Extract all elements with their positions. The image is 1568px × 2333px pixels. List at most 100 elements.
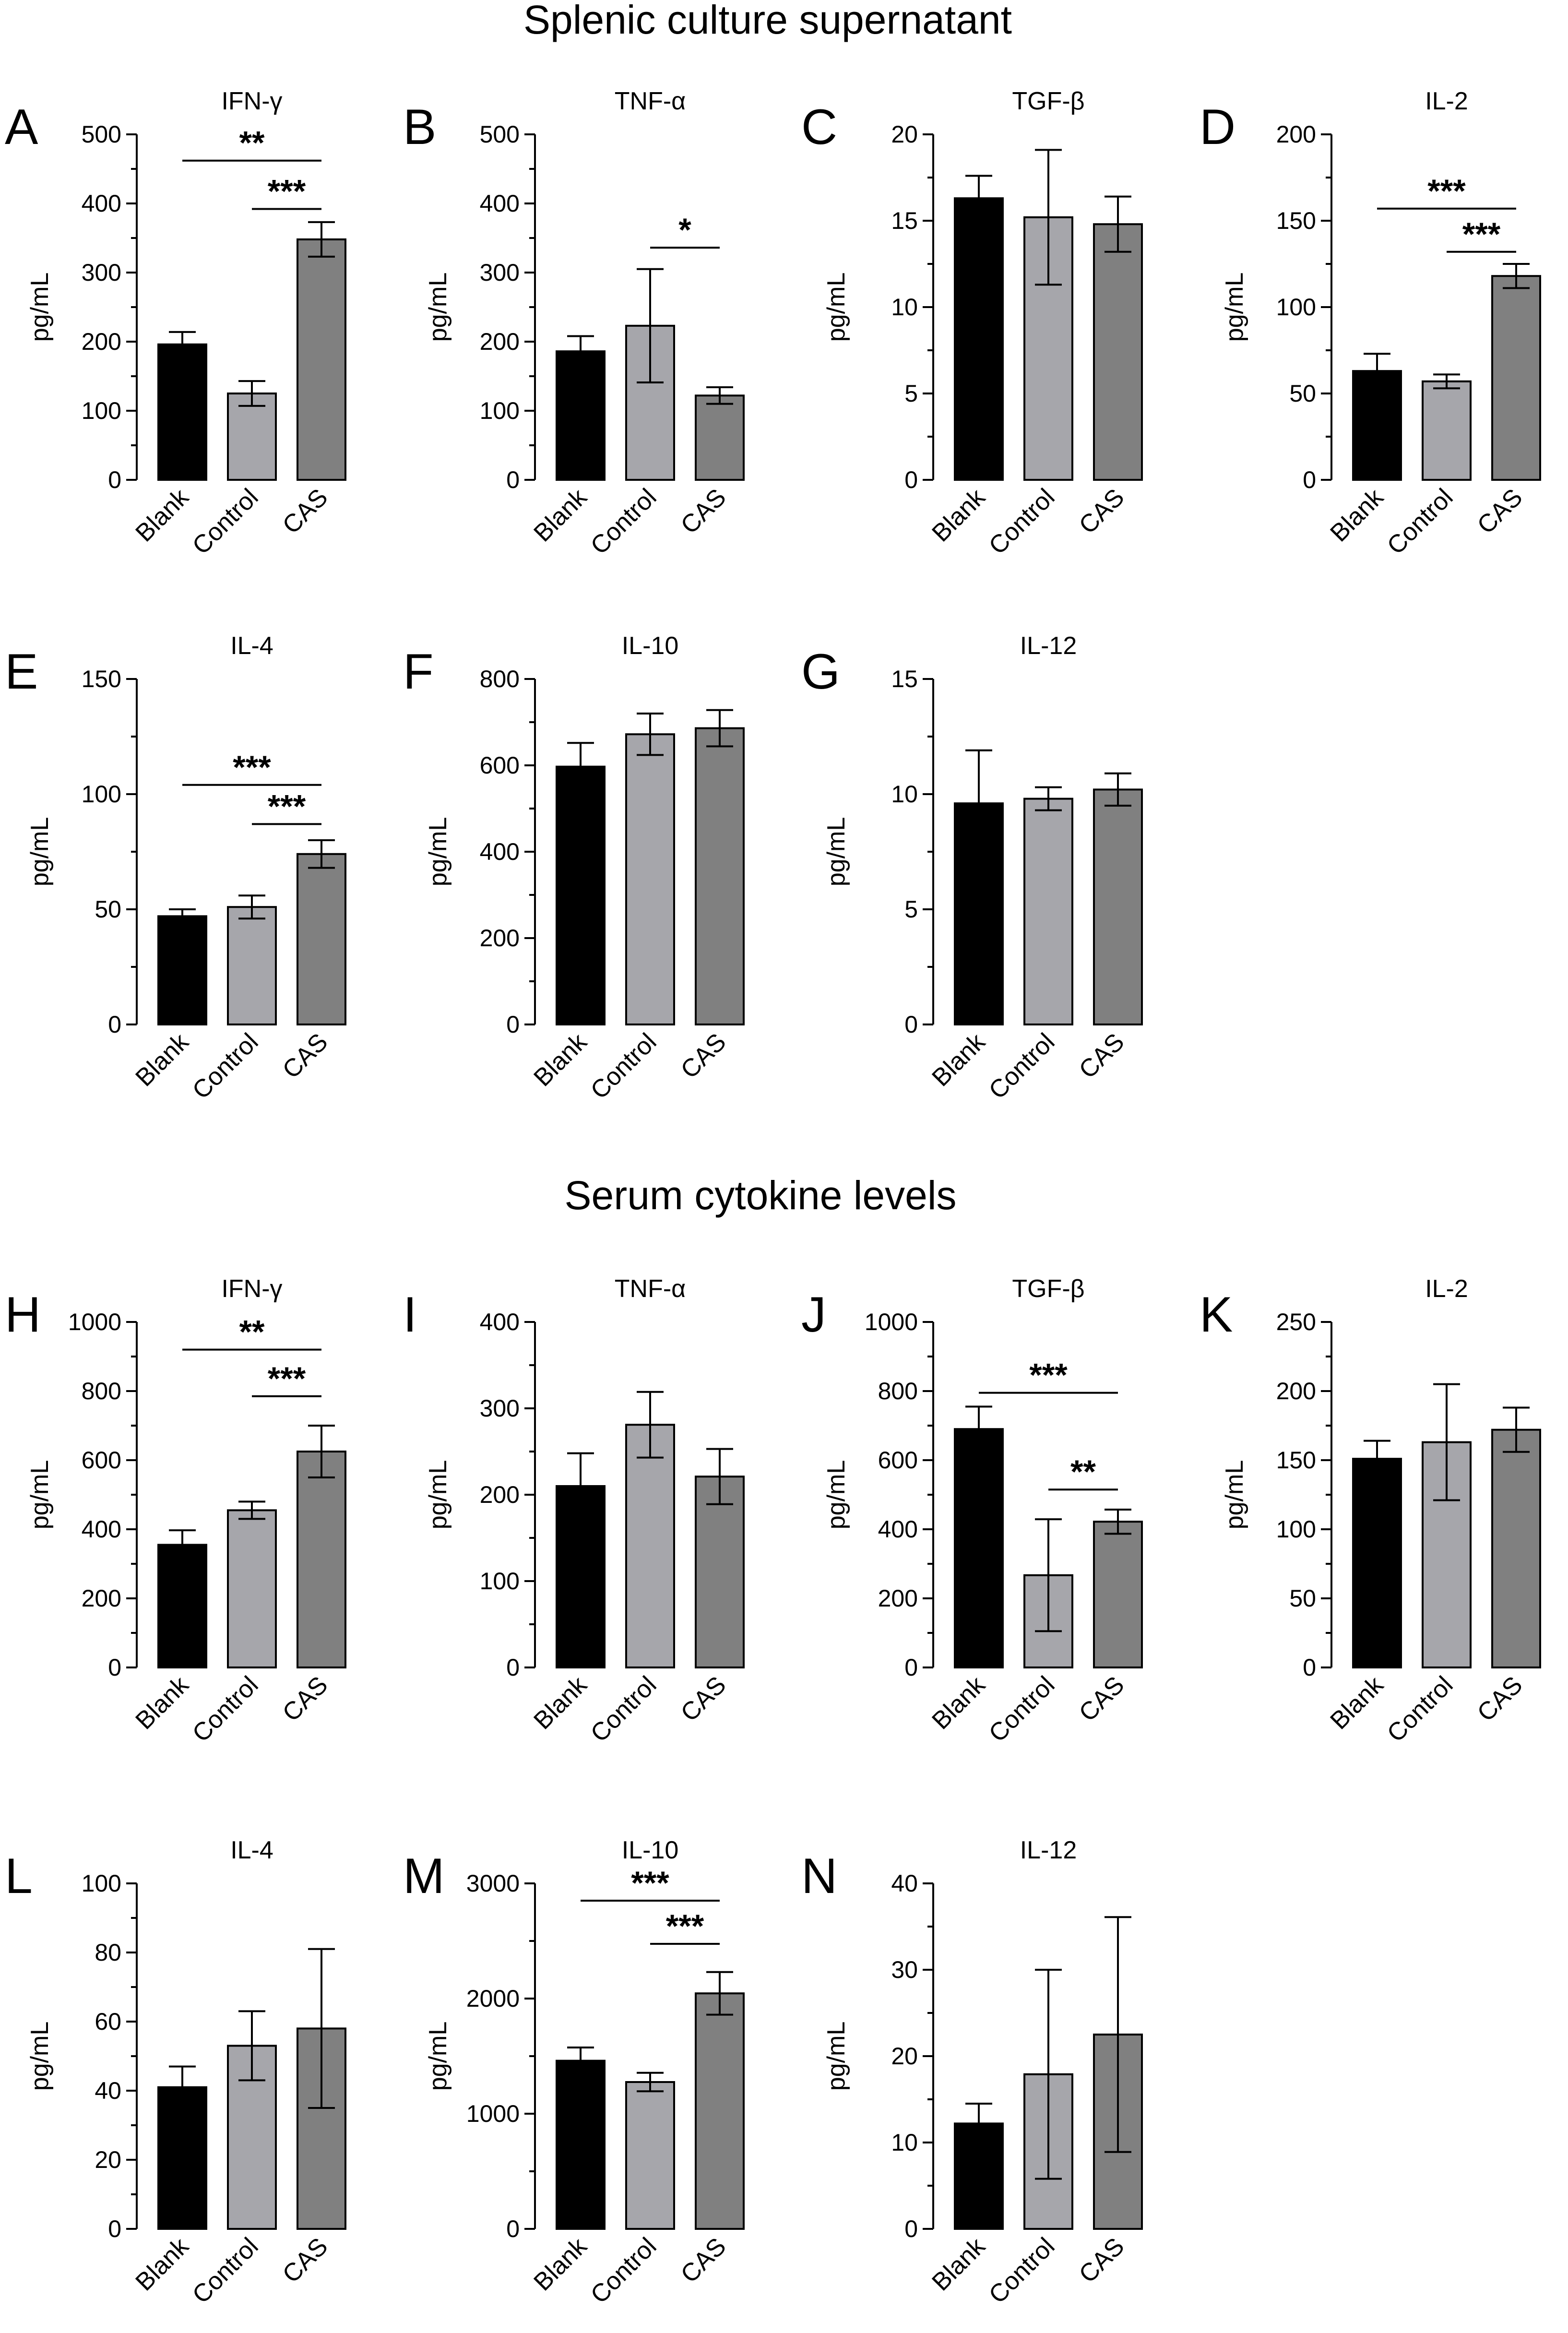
bar-blank bbox=[556, 2059, 606, 2230]
category-label: Blank bbox=[528, 2232, 593, 2297]
category-label: Blank bbox=[130, 1671, 194, 1735]
category-label: Control bbox=[984, 1028, 1060, 1105]
y-tick-label: 400 bbox=[480, 838, 520, 865]
bar-control bbox=[625, 733, 675, 1025]
significance-label: ** bbox=[1070, 1453, 1096, 1490]
panel-title: IFN-γ bbox=[221, 87, 282, 115]
panel-j: J TGF-β 0 200 400 600 800 1000 pg/mL BlankControl… bbox=[801, 1275, 1143, 1748]
y-tick-label: 300 bbox=[82, 259, 121, 286]
panel-letter: E bbox=[5, 644, 38, 700]
y-tick-label: 100 bbox=[82, 1870, 121, 1897]
panel-title: IL-12 bbox=[1020, 1836, 1077, 1864]
y-tick-label: 200 bbox=[1276, 1378, 1316, 1405]
panel-h: H IFN-γ 0 200 400 600 800 1000 pg/mL BlankControl… bbox=[5, 1275, 346, 1748]
y-axis-label: pg/mL bbox=[424, 1460, 452, 1530]
category-label: Blank bbox=[927, 1028, 991, 1092]
y-tick-label: 0 bbox=[108, 2215, 121, 2242]
y-tick-label: 250 bbox=[1276, 1309, 1316, 1335]
bar-blank bbox=[556, 765, 606, 1025]
panel-letter: H bbox=[5, 1287, 41, 1343]
y-tick-label: 0 bbox=[904, 2215, 918, 2242]
y-tick-label: 300 bbox=[480, 259, 520, 286]
y-axis-label: pg/mL bbox=[424, 2022, 452, 2091]
category-label: Control bbox=[1382, 483, 1459, 560]
category-label: CAS bbox=[676, 2232, 732, 2288]
y-tick-label: 800 bbox=[878, 1378, 918, 1405]
category-label: Control bbox=[585, 483, 662, 560]
panel-letter: G bbox=[801, 644, 840, 700]
significance-label: *** bbox=[1427, 173, 1466, 209]
category-label: Control bbox=[1382, 1671, 1459, 1748]
y-axis-label: pg/mL bbox=[424, 817, 452, 887]
y-tick-label: 40 bbox=[891, 1870, 918, 1897]
panel-title: IL-4 bbox=[230, 1836, 273, 1864]
significance-label: *** bbox=[268, 173, 306, 210]
panel-letter: B bbox=[403, 99, 436, 155]
category-label: Control bbox=[187, 1671, 264, 1748]
category-label: CAS bbox=[1472, 483, 1528, 539]
bar-cas bbox=[1491, 1428, 1541, 1668]
significance-label: * bbox=[678, 212, 691, 248]
y-tick-label: 100 bbox=[82, 781, 121, 808]
y-axis-label: pg/mL bbox=[26, 817, 54, 887]
significance-label: *** bbox=[631, 1865, 669, 1901]
y-tick-label: 400 bbox=[480, 190, 520, 217]
bar-control bbox=[1422, 380, 1472, 481]
category-label: CAS bbox=[1074, 1028, 1130, 1084]
bar-control bbox=[1023, 798, 1073, 1025]
significance-label: *** bbox=[1029, 1357, 1068, 1393]
y-tick-label: 1000 bbox=[865, 1309, 918, 1335]
y-tick-label: 800 bbox=[480, 666, 520, 692]
y-tick-label: 200 bbox=[1276, 121, 1316, 148]
y-tick-label: 0 bbox=[904, 1011, 918, 1038]
bar-blank bbox=[157, 2086, 207, 2230]
panel-title: TGF-β bbox=[1012, 87, 1084, 115]
y-tick-label: 500 bbox=[82, 121, 121, 148]
significance-label: ** bbox=[239, 1314, 265, 1350]
bar-cas bbox=[1093, 223, 1143, 481]
y-tick-label: 30 bbox=[891, 1956, 918, 1983]
y-tick-label: 200 bbox=[878, 1585, 918, 1612]
significance-label: *** bbox=[268, 788, 306, 824]
category-label: Control bbox=[585, 2232, 662, 2309]
bar-blank bbox=[954, 1428, 1004, 1668]
y-axis-label: pg/mL bbox=[26, 1460, 54, 1530]
y-tick-label: 60 bbox=[95, 2008, 121, 2035]
y-tick-label: 400 bbox=[82, 1516, 121, 1543]
y-tick-label: 100 bbox=[82, 397, 121, 424]
y-tick-label: 5 bbox=[904, 380, 918, 407]
y-tick-label: 10 bbox=[891, 294, 918, 321]
panel-title: IL-10 bbox=[622, 632, 679, 660]
category-label: Blank bbox=[927, 483, 991, 548]
y-tick-label: 20 bbox=[95, 2146, 121, 2173]
panel-letter: F bbox=[403, 644, 434, 700]
panel-letter: D bbox=[1200, 99, 1235, 155]
panel-title: IL-4 bbox=[230, 632, 273, 660]
bar-blank bbox=[157, 343, 207, 481]
y-tick-label: 600 bbox=[480, 752, 520, 779]
y-tick-label: 10 bbox=[891, 781, 918, 808]
bar-cas bbox=[695, 727, 745, 1025]
y-tick-label: 0 bbox=[108, 1011, 121, 1038]
panel-title: IFN-γ bbox=[221, 1275, 282, 1303]
bar-blank bbox=[954, 197, 1004, 481]
y-tick-label: 15 bbox=[891, 666, 918, 692]
y-tick-label: 20 bbox=[891, 2043, 918, 2070]
category-label: CAS bbox=[277, 1028, 333, 1084]
y-tick-label: 1000 bbox=[68, 1309, 121, 1335]
y-tick-label: 400 bbox=[82, 190, 121, 217]
category-label: Control bbox=[585, 1028, 662, 1105]
y-tick-label: 50 bbox=[95, 896, 121, 923]
category-label: CAS bbox=[1074, 483, 1130, 539]
panel-letter: J bbox=[801, 1287, 826, 1343]
category-label: CAS bbox=[676, 1671, 732, 1727]
bar-cas bbox=[297, 853, 346, 1026]
y-axis-label: pg/mL bbox=[822, 273, 850, 342]
y-tick-label: 200 bbox=[82, 1585, 121, 1612]
panel-letter: L bbox=[5, 1848, 33, 1904]
